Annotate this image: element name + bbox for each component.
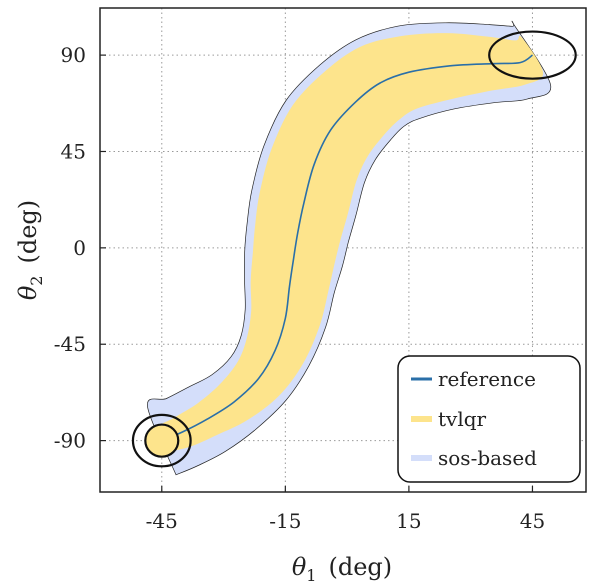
endpoint-ellipses xyxy=(131,30,577,468)
x-tick-label: 15 xyxy=(396,509,421,533)
x-tick-label: -15 xyxy=(269,509,301,533)
x-tick-labels: -45 -15 15 45 xyxy=(146,509,546,533)
y-tick-label: -90 xyxy=(54,429,86,453)
funnels xyxy=(147,20,551,476)
legend-label-sos-based: sos-based xyxy=(438,446,537,470)
legend-label-tvlqr: tvlqr xyxy=(438,407,487,431)
endpoint-ellipse-1 xyxy=(131,413,192,468)
endpoint-ellipse-0 xyxy=(144,423,180,458)
y-tick-label: 0 xyxy=(73,236,86,260)
y-tick-label: -45 xyxy=(54,332,86,356)
x-tick-label: -45 xyxy=(146,509,178,533)
y-tick-labels: -90 -45 0 45 90 xyxy=(54,43,86,452)
legend-box xyxy=(397,355,581,483)
plot-frame xyxy=(99,7,587,493)
legend-label-reference: reference xyxy=(438,367,536,391)
endpoint-ellipse-2 xyxy=(488,30,577,80)
reference-line xyxy=(161,54,533,442)
tvlqr-funnel xyxy=(156,33,544,452)
y-axis-label: θ2(deg) xyxy=(14,200,46,300)
legend: reference tvlqr sos-based xyxy=(397,355,581,483)
y-tick-label: 90 xyxy=(61,43,86,67)
x-tick-label: 45 xyxy=(520,509,545,533)
x-axis-label: θ1 (deg) xyxy=(292,553,392,585)
y-tick-label: 45 xyxy=(61,139,86,163)
